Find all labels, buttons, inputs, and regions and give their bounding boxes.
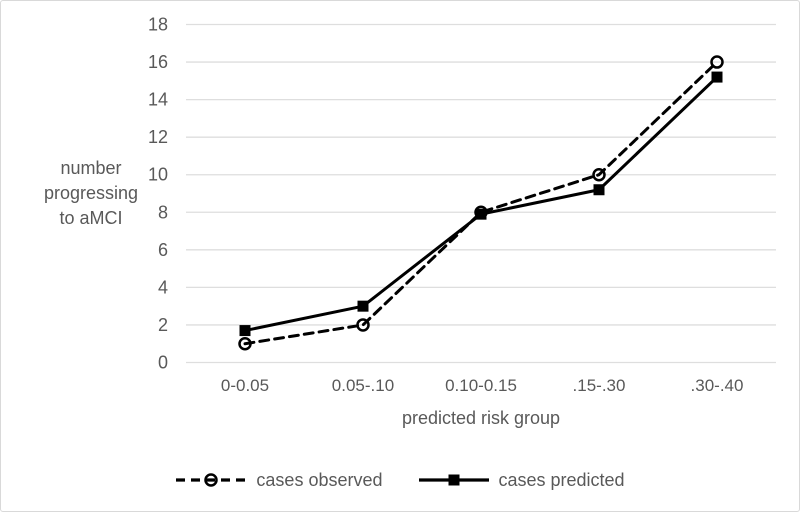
legend: cases observed cases predicted (1, 466, 799, 494)
legend-label-cases-predicted: cases predicted (498, 469, 625, 490)
y-axis-title-line: to aMCI (59, 208, 123, 228)
marker-open-circle (592, 167, 606, 182)
marker-filled-square (239, 325, 251, 337)
y-tick-label: 6 (158, 240, 168, 260)
y-tick-label: 16 (148, 52, 168, 72)
solid-line-filled-square-icon (418, 474, 489, 486)
y-axis-title: number progressing to aMCI (21, 156, 161, 231)
y-tick-label: 12 (148, 127, 168, 147)
y-tick-label: 14 (148, 90, 168, 110)
y-tick-label: 10 (148, 165, 168, 185)
y-axis-title-line: progressing (43, 183, 139, 203)
y-tick-label: 0 (158, 353, 168, 373)
marker-open-circle (238, 336, 252, 351)
legend-label-cases-observed: cases observed (256, 469, 383, 490)
x-tick-label: .15-.30 (573, 376, 626, 395)
x-tick-label: 0.05-.10 (332, 376, 394, 395)
legend-item-cases-predicted: cases predicted (418, 470, 625, 491)
x-tick-label: 0.10-0.15 (445, 376, 517, 395)
x-axis-title: predicted risk group (401, 408, 561, 428)
y-tick-label: 8 (158, 202, 168, 222)
legend-item-cases-observed: cases observed (175, 469, 383, 491)
marker-open-circle (710, 55, 724, 69)
x-tick-label: 0-0.05 (221, 376, 269, 395)
y-tick-label: 2 (158, 315, 168, 335)
marker-filled-square (593, 184, 605, 196)
y-axis-title-line: number (60, 158, 122, 178)
marker-open-circle (356, 318, 370, 332)
x-tick-label: .30-.40 (691, 376, 744, 395)
marker-filled-square (357, 300, 369, 312)
dashed-line-open-circle-icon (176, 473, 247, 487)
marker-filled-square (711, 71, 723, 83)
y-tick-label: 4 (158, 277, 168, 297)
series-line-cases-predicted (243, 75, 719, 333)
y-tick-label: 18 (148, 15, 168, 35)
series-line-cases-observed (243, 60, 719, 346)
marker-filled-square (475, 208, 487, 220)
